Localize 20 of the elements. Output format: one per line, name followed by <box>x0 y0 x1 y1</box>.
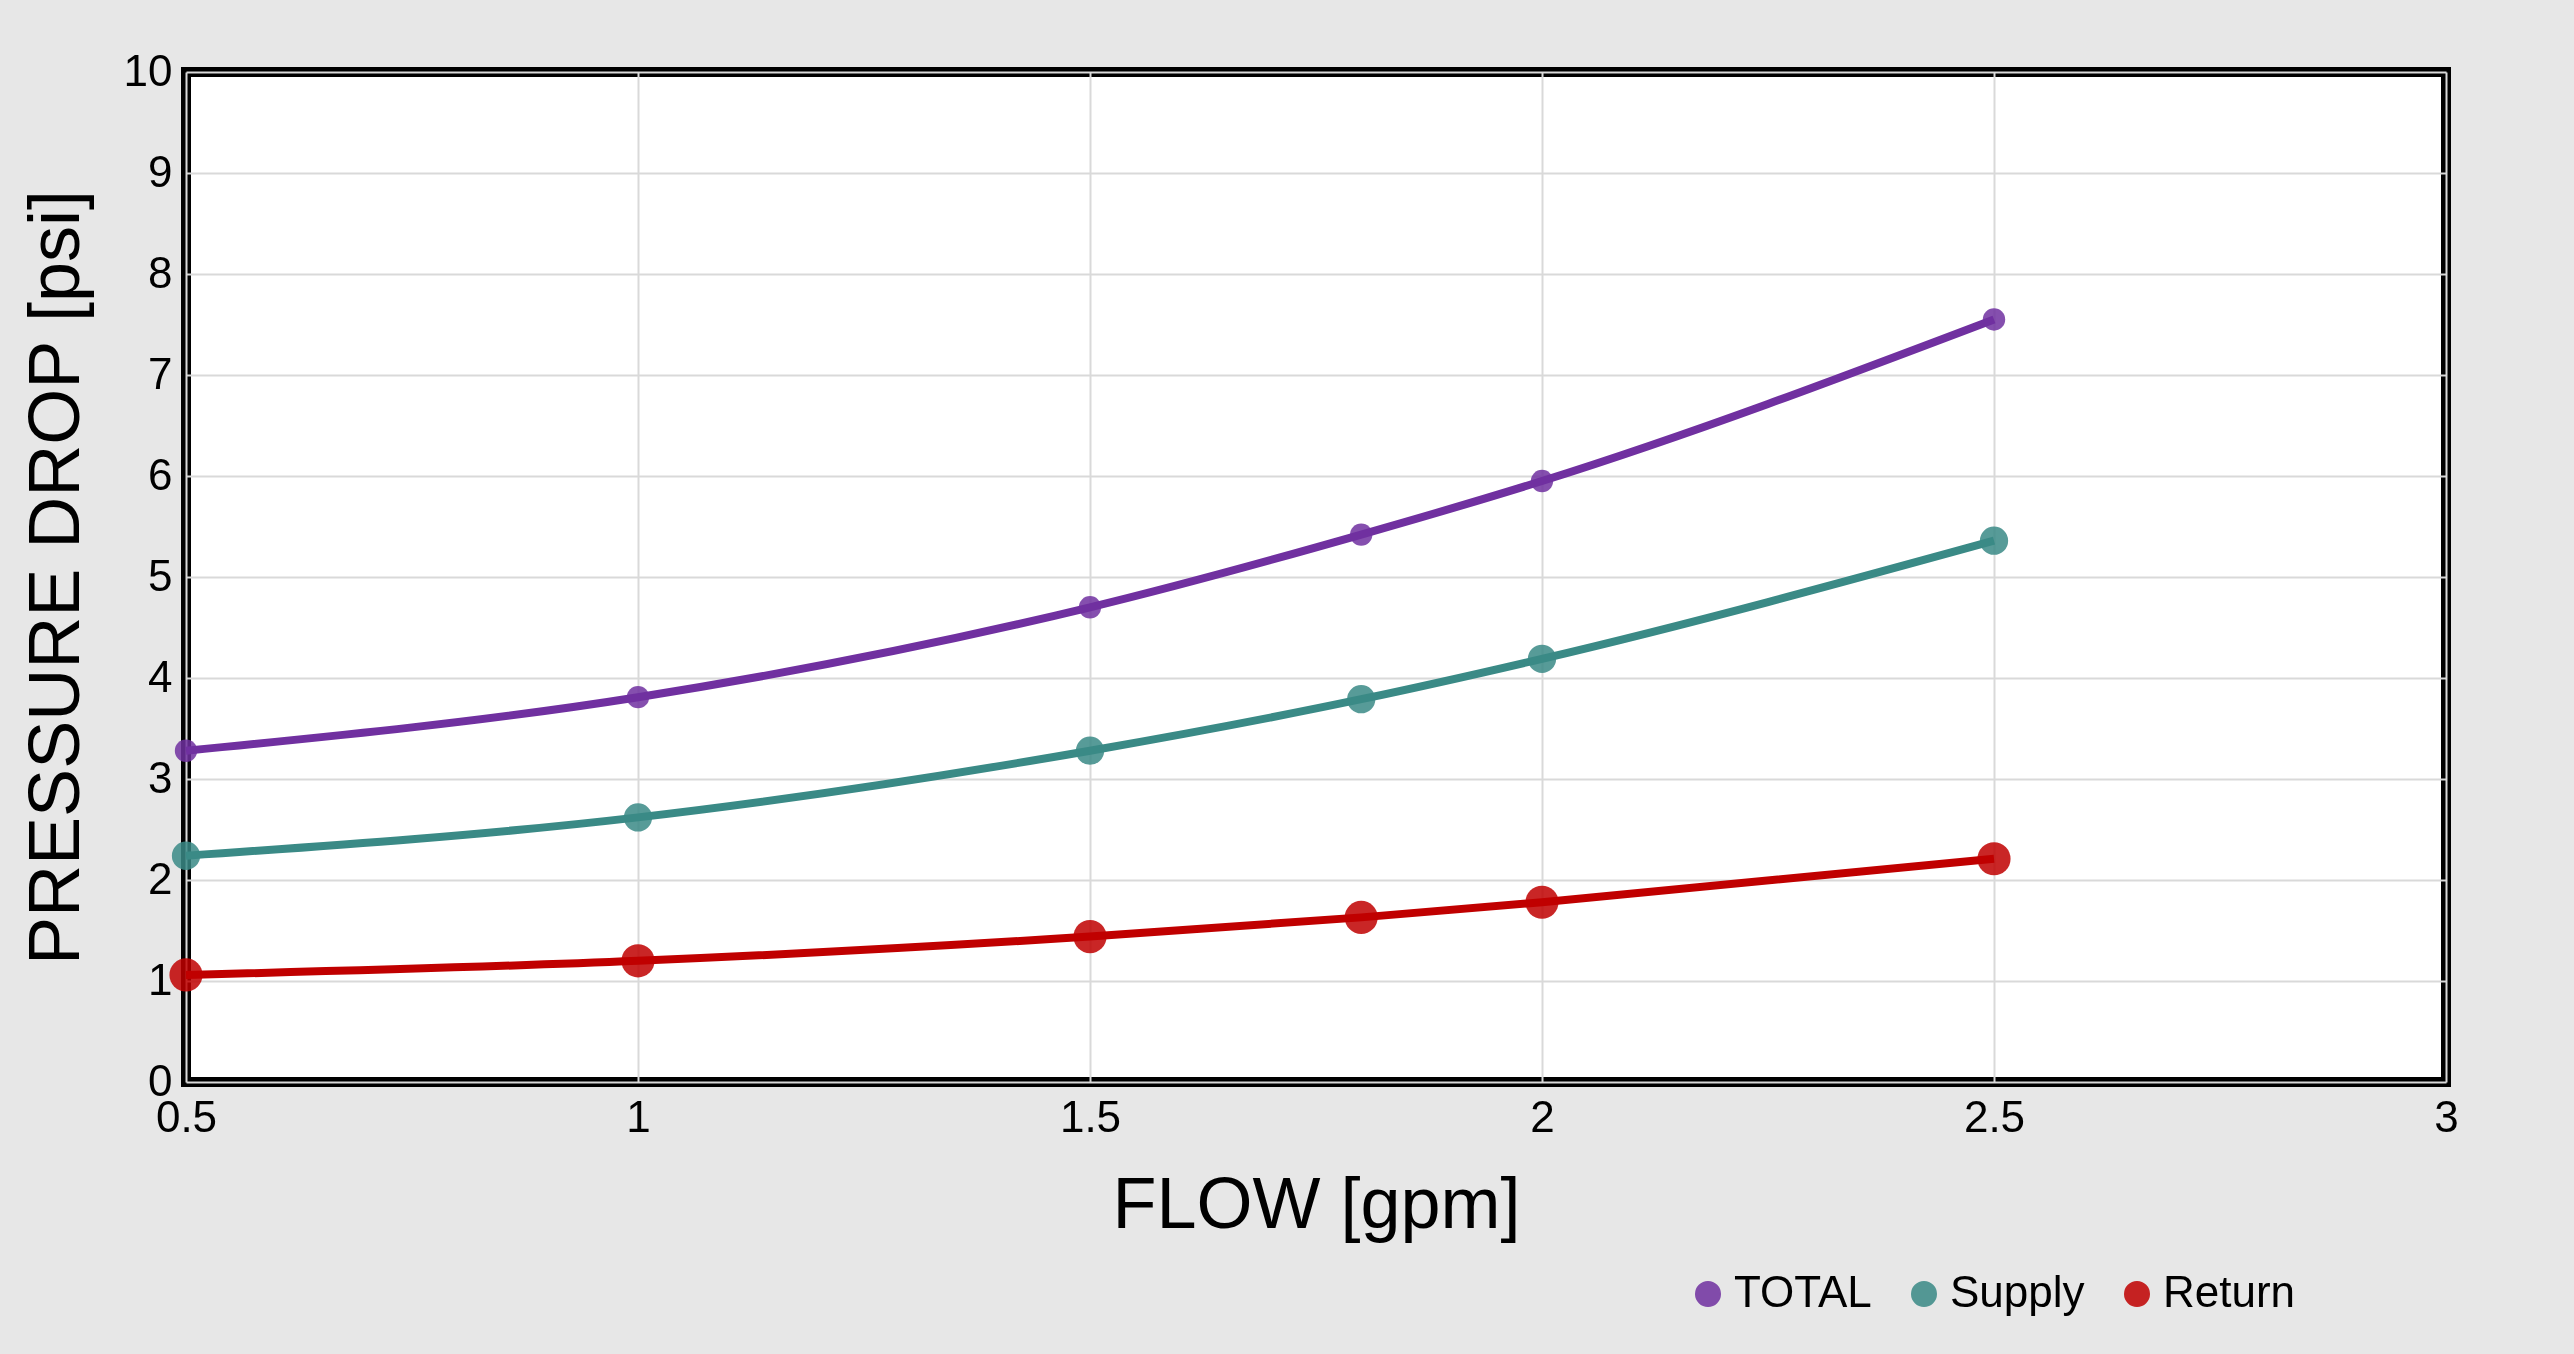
y-tick-label: 4 <box>148 651 173 701</box>
y-tick-label: 9 <box>148 146 173 196</box>
x-tick-label: 1 <box>626 1091 651 1141</box>
legend-label: Supply <box>1950 1267 2085 1316</box>
y-tick-label: 5 <box>148 550 173 600</box>
y-tick-label: 2 <box>148 853 173 903</box>
y-tick-label: 7 <box>148 348 173 398</box>
y-tick-label: 8 <box>148 247 173 297</box>
x-tick-label: 2.5 <box>1963 1091 2026 1141</box>
legend-label: TOTAL <box>1734 1267 1872 1316</box>
y-tick-label: 3 <box>148 752 173 802</box>
x-axis-title: FLOW [gpm] <box>1112 1162 1521 1243</box>
y-tick-label: 1 <box>148 954 173 1004</box>
x-tick-label: 2 <box>1530 1091 1555 1141</box>
x-tick-label: 3 <box>2434 1091 2459 1141</box>
y-tick-label: 6 <box>148 449 173 499</box>
y-tick-label: 10 <box>123 45 173 95</box>
x-tick-label: 1.5 <box>1059 1091 1122 1141</box>
legend-label: Return <box>2163 1267 2296 1316</box>
y-axis-title: PRESSURE DROP [psi] <box>13 190 94 965</box>
